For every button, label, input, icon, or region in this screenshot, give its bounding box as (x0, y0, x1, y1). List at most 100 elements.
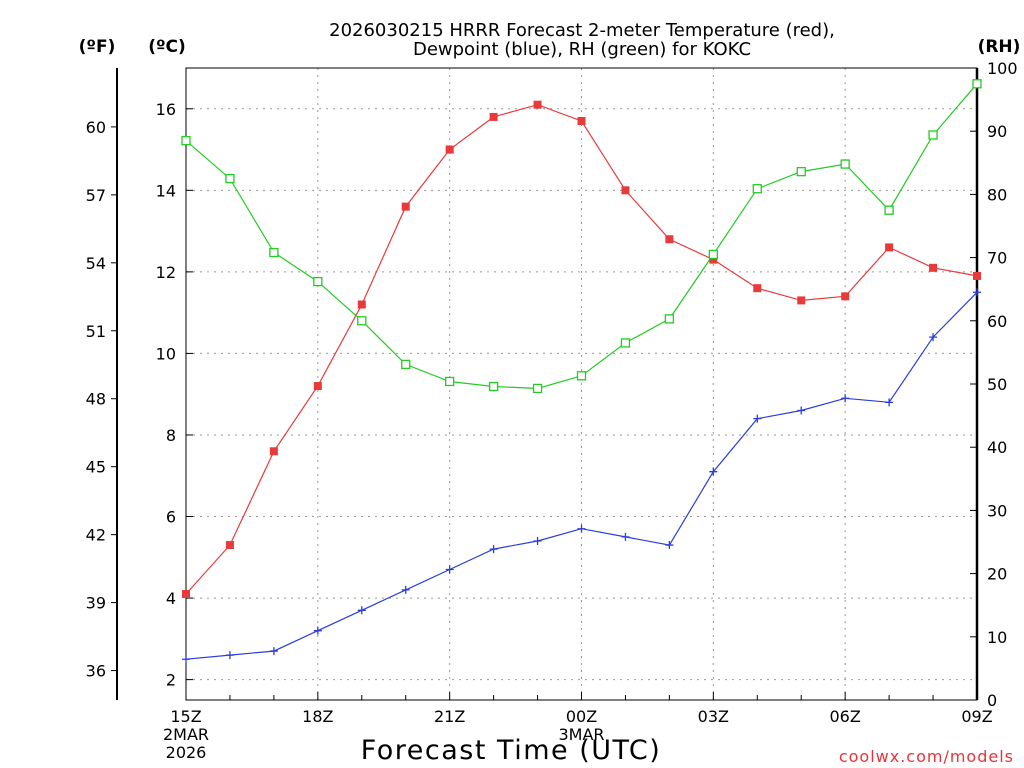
rh-point (269, 247, 279, 258)
credit-label: coolwx.com/models (839, 747, 1014, 766)
dewpoint-point (753, 414, 762, 423)
dewpoint-point (313, 626, 322, 635)
rh-tick-label: 20 (987, 565, 1007, 584)
rh-tick-label: 90 (987, 122, 1007, 141)
temperature-point (445, 145, 454, 154)
rh-point (664, 314, 675, 324)
rh-point (840, 159, 850, 169)
x-tick-label: 06Z (830, 707, 861, 726)
dewpoint-point (489, 545, 498, 554)
dewpoint-point (577, 524, 586, 533)
x-axis-label: Forecast Time (UTC) (361, 735, 662, 766)
x-tick-sublabel: 3MAR (558, 725, 604, 744)
x-tick-sublabel: 2MAR (163, 725, 209, 744)
rh-point (708, 249, 718, 260)
fahrenheit-tick-label: 57 (86, 186, 106, 205)
grid-lines (186, 68, 977, 700)
fahrenheit-axis-unit: (ºF) (79, 37, 116, 57)
temperature-point (225, 541, 234, 550)
x-tick-label: 21Z (434, 707, 465, 726)
x-tick-label: 00Z (566, 707, 597, 726)
fahrenheit-tick-label: 36 (86, 662, 106, 681)
temperature-point (269, 447, 278, 456)
temperature-point (797, 296, 806, 305)
rh-tick-label: 40 (987, 438, 1007, 457)
fahrenheit-tick-label: 39 (86, 594, 106, 613)
rh-point (401, 359, 411, 370)
rh-point (445, 376, 455, 387)
rh-tick-label: 0 (987, 691, 997, 710)
rh-tick-label: 80 (987, 185, 1007, 204)
celsius-axis-unit: (ºC) (148, 37, 186, 57)
temperature-point (753, 284, 762, 293)
celsius-tick-label: 6 (166, 508, 176, 527)
dewpoint-point (709, 467, 718, 476)
rh-point (576, 371, 587, 381)
temperature-point (709, 255, 718, 264)
x-tick-label: 09Z (961, 707, 992, 726)
temperature-point (533, 100, 542, 109)
temperature-point (665, 235, 674, 244)
x-tick-sublabel: 2026 (166, 743, 207, 762)
fahrenheit-tick-label: 45 (86, 458, 106, 477)
dewpoint-point (401, 585, 410, 594)
rh-point (313, 276, 323, 287)
temperature-point (577, 117, 586, 126)
rh-point (181, 136, 191, 146)
rh-tick-label: 70 (987, 249, 1007, 268)
x-tick-label: 03Z (698, 707, 729, 726)
rh-tick-label: 100 (987, 59, 1018, 78)
rh-tick-label: 30 (987, 501, 1007, 520)
fahrenheit-tick-label: 51 (86, 322, 106, 341)
rh-point (488, 381, 499, 392)
celsius-tick-label: 12 (156, 263, 176, 282)
chart-subtitle: Dewpoint (blue), RH (green) for KOKC (413, 39, 751, 60)
celsius-tick-label: 14 (156, 181, 176, 200)
fahrenheit-tick-label: 42 (86, 526, 106, 545)
rh-point (532, 383, 543, 394)
dewpoint-point (533, 536, 542, 545)
rh-point (620, 338, 631, 348)
temperature-point (401, 202, 410, 211)
dewpoint-point (621, 532, 630, 541)
rh-axis-unit: (RH) (978, 37, 1021, 57)
fahrenheit-tick-label: 54 (86, 254, 106, 273)
temperature-point (929, 263, 938, 272)
temperature-point (182, 589, 190, 598)
dewpoint-point (182, 655, 190, 664)
dewpoint-point (357, 606, 366, 615)
rh-tick-label: 10 (987, 628, 1007, 647)
celsius-tick-label: 2 (166, 671, 176, 690)
rh-point (928, 130, 938, 140)
celsius-tick-label: 10 (156, 344, 176, 363)
x-tick-label: 15Z (170, 707, 201, 726)
temperature-point (973, 271, 981, 280)
dewpoint-point (665, 541, 674, 550)
rh-point (225, 173, 235, 184)
temperature-point (489, 112, 498, 121)
rh-tick-label: 50 (987, 375, 1007, 394)
rh-point (796, 166, 806, 177)
dewpoint-point (797, 406, 806, 415)
dewpoint-point (885, 398, 894, 407)
x-tick-label: 18Z (302, 707, 333, 726)
celsius-tick-label: 16 (156, 100, 176, 119)
rh-point (752, 184, 762, 194)
rh-point (884, 205, 894, 215)
celsius-tick-label: 4 (166, 589, 176, 608)
temperature-point (313, 382, 322, 391)
rh-tick-label: 60 (987, 312, 1007, 331)
fahrenheit-tick-label: 60 (86, 118, 106, 137)
dewpoint-point (445, 565, 454, 574)
fahrenheit-tick-label: 48 (86, 390, 106, 409)
temperature-point (357, 300, 366, 309)
dewpoint-point (269, 647, 278, 656)
dewpoint-point (929, 333, 938, 342)
temperature-point (841, 292, 850, 301)
temperature-point (885, 243, 894, 252)
rh-point (357, 316, 367, 326)
rh-point (972, 79, 982, 89)
chart-title: 2026030215 HRRR Forecast 2-meter Tempera… (329, 20, 835, 41)
